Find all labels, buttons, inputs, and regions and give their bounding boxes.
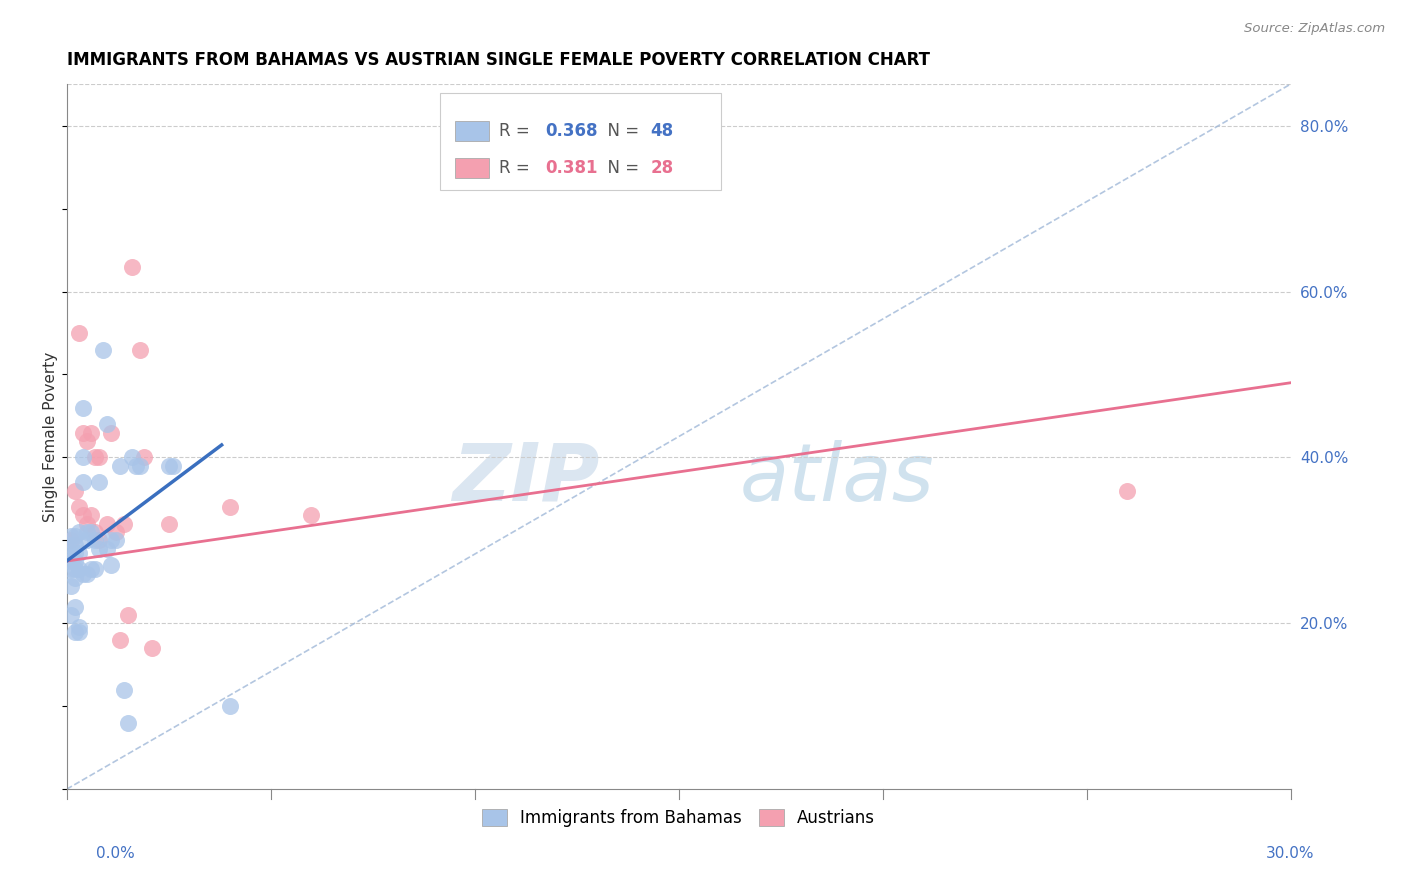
Point (72, 450, 94, 465)
Bar (454, 121, 489, 141)
Bar (454, 158, 489, 178)
Point (299, 508, 322, 523)
Point (76, 516, 98, 531)
Text: 0.0%: 0.0% (96, 847, 135, 861)
Point (100, 533, 122, 548)
Point (67, 326, 90, 340)
Point (67, 620, 90, 634)
Point (72, 425, 94, 440)
Point (129, 458, 152, 473)
Point (76, 533, 98, 548)
Point (63, 554, 86, 568)
Point (132, 450, 155, 465)
Point (67, 562, 90, 576)
Text: IMMIGRANTS FROM BAHAMAS VS AUSTRIAN SINGLE FEMALE POVERTY CORRELATION CHART: IMMIGRANTS FROM BAHAMAS VS AUSTRIAN SING… (66, 51, 929, 69)
Point (157, 516, 180, 531)
Point (89, 533, 111, 548)
Point (108, 632, 131, 647)
Point (1116, 483, 1139, 498)
Point (129, 343, 152, 357)
Point (117, 607, 139, 622)
Point (63, 571, 86, 585)
Point (63, 599, 86, 614)
Point (72, 401, 94, 415)
Point (63, 624, 86, 639)
Point (89, 541, 111, 556)
Point (59, 607, 82, 622)
Point (84, 524, 107, 539)
Point (89, 450, 111, 465)
Point (59, 537, 82, 551)
Point (112, 516, 135, 531)
Point (80, 562, 103, 576)
Point (91, 343, 114, 357)
Point (76, 566, 98, 581)
Text: 0.381: 0.381 (546, 159, 598, 177)
Point (63, 546, 86, 560)
Text: N =: N = (596, 159, 644, 177)
Text: 28: 28 (651, 159, 673, 177)
Text: 30.0%: 30.0% (1267, 847, 1315, 861)
Text: 48: 48 (651, 122, 673, 140)
Y-axis label: Single Female Poverty: Single Female Poverty (44, 351, 58, 522)
Point (59, 562, 82, 576)
Point (63, 483, 86, 498)
Point (59, 533, 82, 548)
Text: R =: R = (499, 159, 534, 177)
Point (59, 579, 82, 593)
Point (67, 546, 90, 560)
Text: atlas: atlas (740, 440, 935, 518)
Point (117, 715, 139, 730)
Point (121, 450, 143, 465)
Point (67, 500, 90, 515)
Point (63, 529, 86, 543)
Point (67, 624, 90, 639)
Point (162, 458, 184, 473)
Point (218, 699, 240, 714)
Point (218, 500, 240, 515)
Point (59, 546, 82, 560)
Point (80, 425, 103, 440)
Text: ZIP: ZIP (451, 440, 599, 518)
Legend: Immigrants from Bahamas, Austrians: Immigrants from Bahamas, Austrians (475, 802, 882, 834)
Text: R =: R = (499, 122, 534, 140)
Text: N =: N = (596, 122, 644, 140)
Point (76, 524, 98, 539)
Point (63, 562, 86, 576)
Point (100, 558, 122, 573)
Point (89, 475, 111, 490)
Point (104, 524, 127, 539)
Point (67, 524, 90, 539)
Point (84, 533, 107, 548)
Point (72, 508, 94, 523)
Point (141, 641, 163, 656)
Text: Source: ZipAtlas.com: Source: ZipAtlas.com (1244, 22, 1385, 36)
Point (72, 566, 94, 581)
Point (96, 417, 118, 432)
Point (112, 682, 135, 697)
Point (104, 533, 127, 548)
Point (125, 458, 148, 473)
Point (59, 529, 82, 543)
Point (108, 458, 131, 473)
Point (84, 450, 107, 465)
Point (157, 458, 180, 473)
Point (80, 508, 103, 523)
Point (63, 537, 86, 551)
Point (100, 425, 122, 440)
Point (72, 475, 94, 490)
Point (59, 554, 82, 568)
Point (80, 524, 103, 539)
Point (121, 260, 143, 274)
Point (96, 516, 118, 531)
Point (96, 541, 118, 556)
FancyBboxPatch shape (440, 93, 721, 190)
Point (76, 434, 98, 448)
Point (84, 562, 107, 576)
Text: 0.368: 0.368 (546, 122, 598, 140)
